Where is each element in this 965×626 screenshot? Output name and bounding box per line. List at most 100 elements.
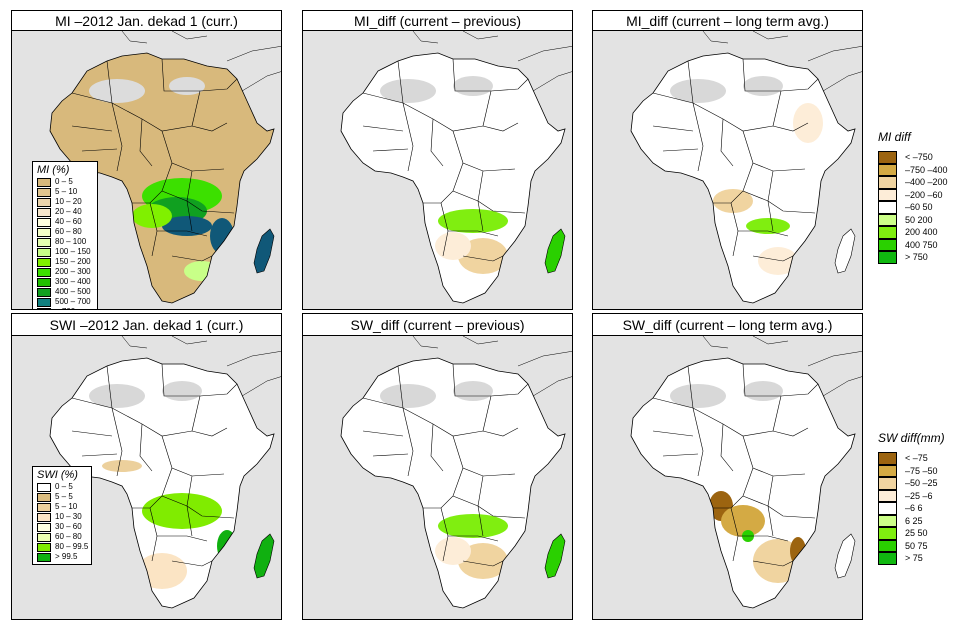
legend-item: 0 – 5 xyxy=(37,177,93,187)
legend-swatch xyxy=(37,197,51,207)
wet-area xyxy=(132,204,172,228)
dry-area xyxy=(790,537,806,565)
legend-item: –200 –60 xyxy=(878,188,948,201)
legend-label: 300 – 400 xyxy=(55,277,91,286)
country-border xyxy=(738,535,789,542)
legend-label: > 700 xyxy=(55,307,75,309)
country-border xyxy=(687,365,694,409)
legend-label: –6 6 xyxy=(905,503,923,514)
legend-item: < –750 xyxy=(878,151,948,164)
country-border xyxy=(161,495,188,507)
mi-legend-title: MI (%) xyxy=(37,164,70,176)
mi-diff-legend: MI diff < –750 –750 –400 –400 –200 –200 –60… xyxy=(878,130,948,264)
wet-area xyxy=(438,514,508,538)
legend-swatch xyxy=(37,502,51,512)
legend-item: –750 –400 xyxy=(878,163,948,176)
country-border xyxy=(402,102,414,172)
country-border xyxy=(186,505,193,537)
legend-label: –750 –400 xyxy=(905,164,948,175)
legend-label: > 75 xyxy=(905,553,923,564)
country-border xyxy=(477,505,484,537)
desert-area xyxy=(169,77,205,95)
legend-item: 50 75 xyxy=(878,539,945,552)
legend-item: 200 400 xyxy=(878,226,948,239)
legend-item: < –75 xyxy=(878,452,945,465)
legend-item: 200 – 300 xyxy=(37,267,93,277)
panel-title: MI_diff (current – previous) xyxy=(302,10,573,31)
desert-area xyxy=(453,76,493,96)
madagascar xyxy=(253,228,275,274)
africa-landmass xyxy=(341,358,565,608)
desert-area xyxy=(380,79,436,103)
country-border xyxy=(452,130,516,172)
country-border xyxy=(171,255,213,262)
legend-swatch xyxy=(37,237,51,247)
legend-item: 150 – 200 xyxy=(37,257,93,267)
legend-item: 20 – 40 xyxy=(37,207,93,217)
legend-label: 25 50 xyxy=(905,528,928,539)
country-border xyxy=(477,170,526,214)
legend-swatch xyxy=(37,482,51,492)
madagascar xyxy=(544,228,566,274)
country-border xyxy=(71,430,113,437)
neighbor-coastlines xyxy=(121,31,281,92)
legend-swatch xyxy=(37,217,51,227)
legend-swatch xyxy=(878,238,897,251)
legend-swatch xyxy=(878,477,897,490)
country-border xyxy=(662,453,699,457)
country-border xyxy=(767,505,774,537)
neighbor-coastlines xyxy=(702,31,862,92)
country-border xyxy=(423,467,464,509)
legend-item: –6 6 xyxy=(878,502,945,515)
country-border xyxy=(402,407,414,477)
country-border xyxy=(742,130,806,172)
country-border xyxy=(186,200,193,232)
country-border xyxy=(139,423,153,472)
panel-title: MI –2012 Jan. dekad 1 (curr.) xyxy=(11,10,282,31)
country-border xyxy=(191,383,238,432)
legend-item: –75 –50 xyxy=(878,464,945,477)
wet-area xyxy=(184,261,220,281)
legend-item: 25 50 xyxy=(878,527,945,540)
legend-swatch xyxy=(37,247,51,257)
coastline xyxy=(340,357,566,609)
legend-swatch xyxy=(37,492,51,502)
legend-label: –400 –200 xyxy=(905,177,948,188)
map-canvas xyxy=(49,31,281,304)
sw-diff-legend-title: SW diff(mm) xyxy=(878,431,945,445)
country-border xyxy=(157,230,208,237)
madagascar xyxy=(834,228,856,274)
legend-swatch xyxy=(37,297,51,307)
country-border xyxy=(111,407,123,477)
coastline xyxy=(340,52,566,304)
legend-item: > 750 xyxy=(878,251,948,264)
country-border xyxy=(161,130,225,172)
legend-item: 500 – 700 xyxy=(37,297,93,307)
legend-label: 6 25 xyxy=(905,515,923,526)
swi-legend-title: SWI (%) xyxy=(37,469,78,481)
legend-swatch xyxy=(37,267,51,277)
legend-label: < –75 xyxy=(905,453,928,464)
country-border xyxy=(482,78,529,127)
country-border xyxy=(81,148,118,152)
legend-item: 10 – 30 xyxy=(37,512,87,522)
country-border xyxy=(767,170,816,214)
madagascar xyxy=(544,533,566,579)
country-border xyxy=(171,560,213,567)
legend-item: 80 – 99.5 xyxy=(37,542,88,552)
legend-swatch xyxy=(37,307,51,309)
country-border xyxy=(742,495,769,507)
country-border xyxy=(157,535,208,542)
madagascar xyxy=(834,533,856,579)
country-border xyxy=(772,383,819,432)
legend-swatch xyxy=(878,464,897,477)
africa-landmass xyxy=(631,358,855,608)
country-border xyxy=(448,230,499,237)
country-border xyxy=(482,383,529,432)
legend-label: –60 50 xyxy=(905,202,933,213)
country-border xyxy=(452,495,479,507)
panel-title: SWI –2012 Jan. dekad 1 (curr.) xyxy=(11,313,282,336)
legend-item: –60 50 xyxy=(878,201,948,214)
legend-swatch xyxy=(37,522,51,532)
